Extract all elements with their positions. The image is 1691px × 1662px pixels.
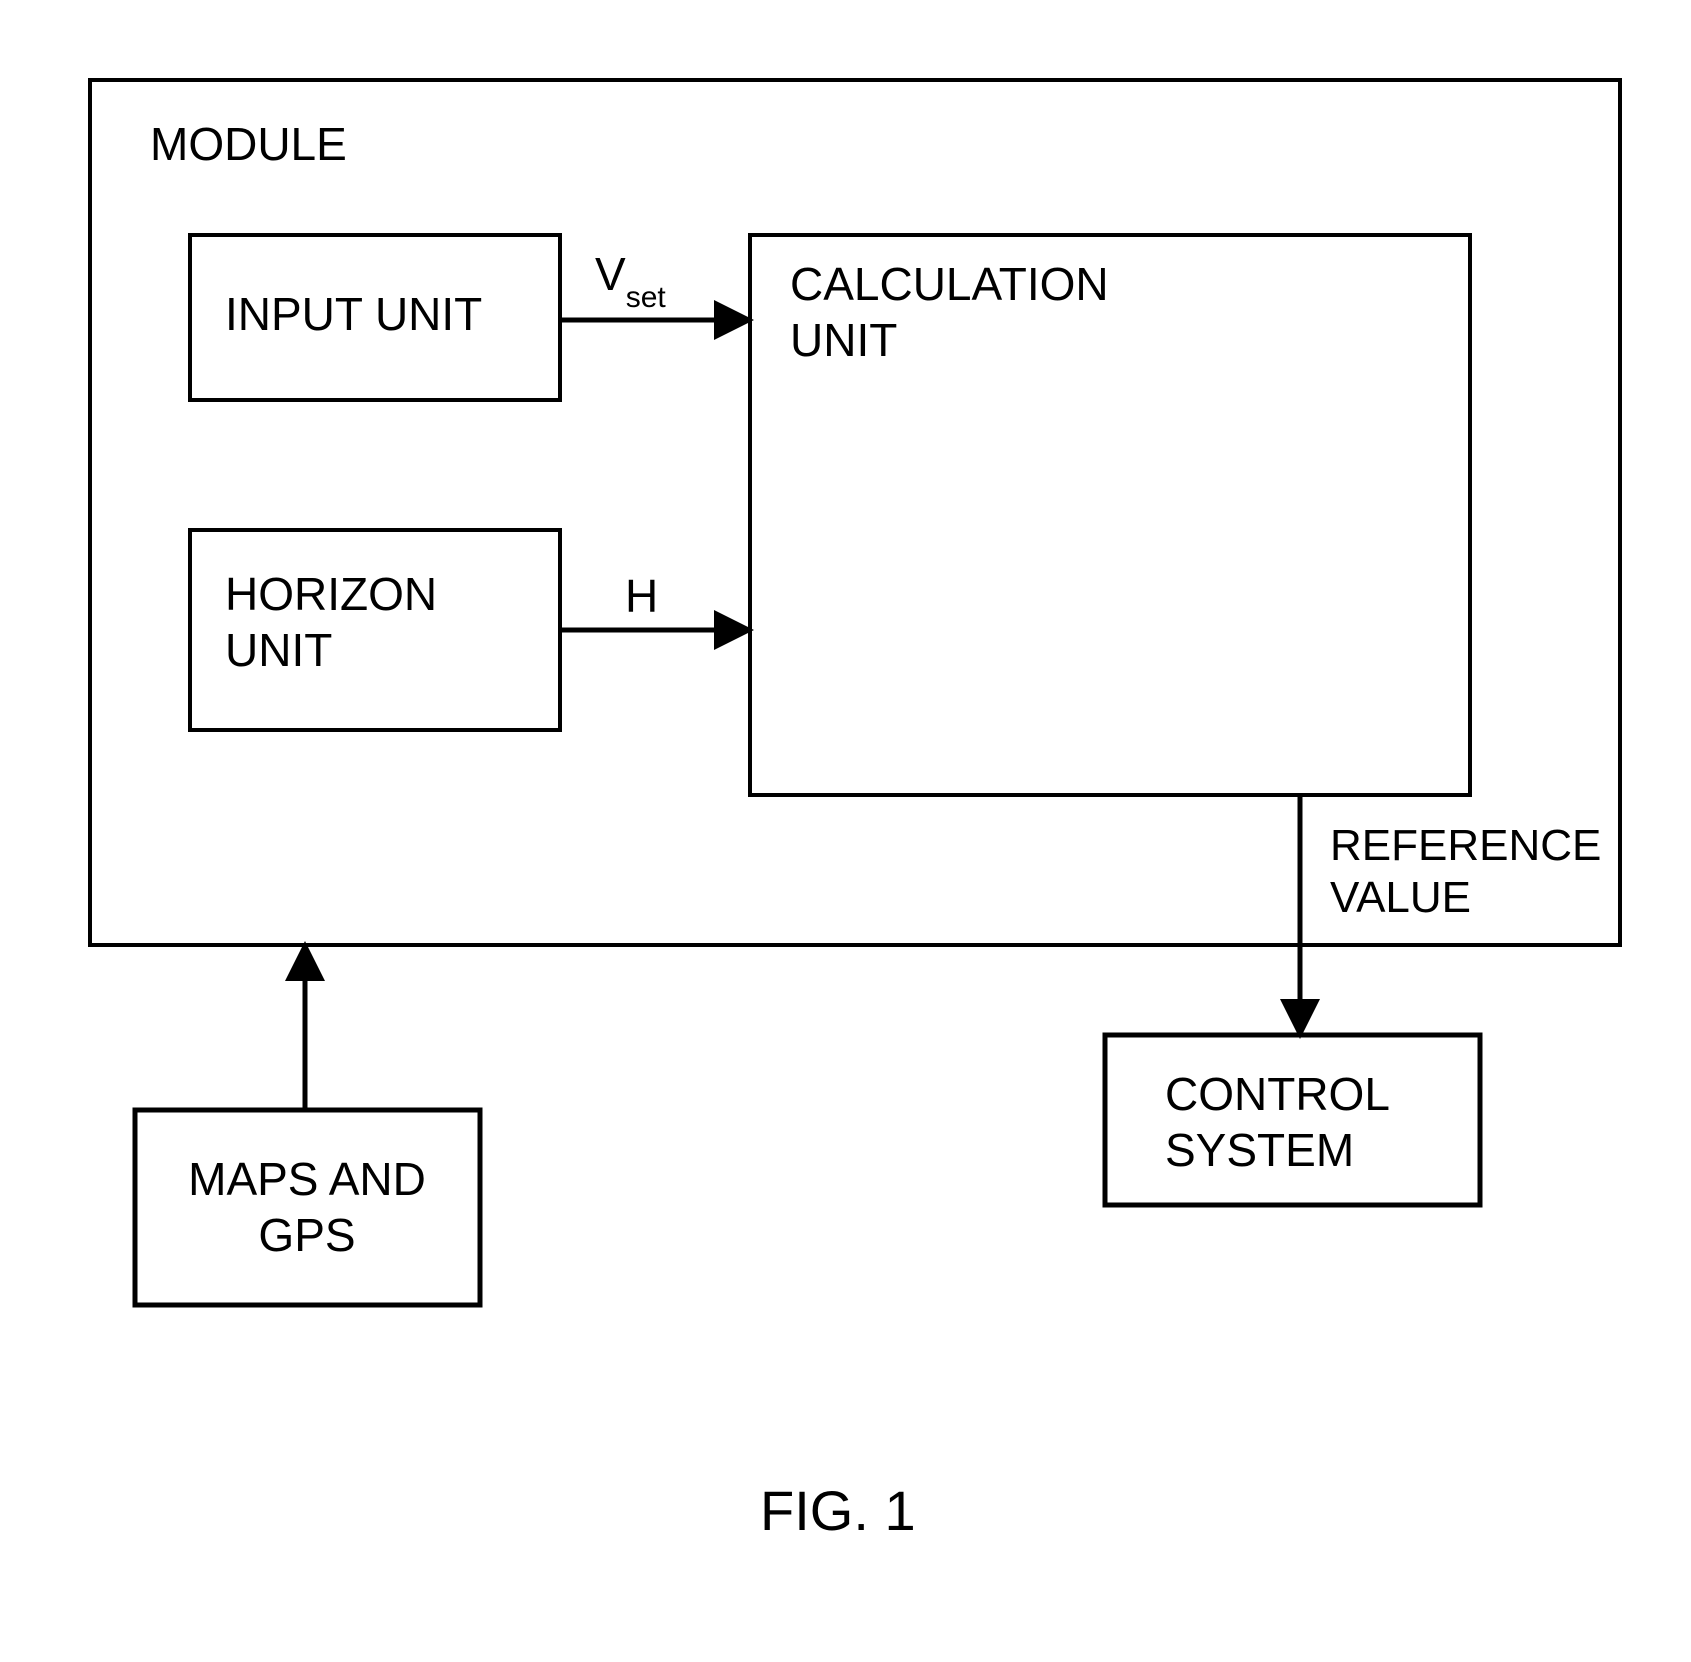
figure-caption: FIG. 1 bbox=[760, 1479, 916, 1542]
calc-unit-label-2: UNIT bbox=[790, 314, 897, 366]
horizon-unit-label-1: HORIZON bbox=[225, 568, 437, 620]
control-system-label-1: CONTROL bbox=[1165, 1068, 1390, 1120]
control-system-label-2: SYSTEM bbox=[1165, 1124, 1354, 1176]
horizon-unit-label-2: UNIT bbox=[225, 624, 332, 676]
edge-ref-label-1: REFERENCE bbox=[1330, 821, 1601, 870]
module-box bbox=[90, 80, 1620, 945]
maps-gps-box bbox=[135, 1110, 480, 1305]
diagram-canvas: MODULEINPUT UNITHORIZONUNITCALCULATIONUN… bbox=[0, 0, 1691, 1662]
edge-vset-label: Vset bbox=[595, 248, 666, 314]
control-system-box bbox=[1105, 1035, 1480, 1205]
module-label: MODULE bbox=[150, 118, 347, 170]
calc-unit-label-1: CALCULATION bbox=[790, 258, 1109, 310]
maps-gps-label-2: GPS bbox=[258, 1209, 355, 1261]
input-unit-label: INPUT UNIT bbox=[225, 288, 482, 340]
edge-h-label: H bbox=[625, 570, 658, 622]
maps-gps-label-1: MAPS AND bbox=[188, 1153, 426, 1205]
edge-ref-label-2: VALUE bbox=[1330, 873, 1471, 922]
